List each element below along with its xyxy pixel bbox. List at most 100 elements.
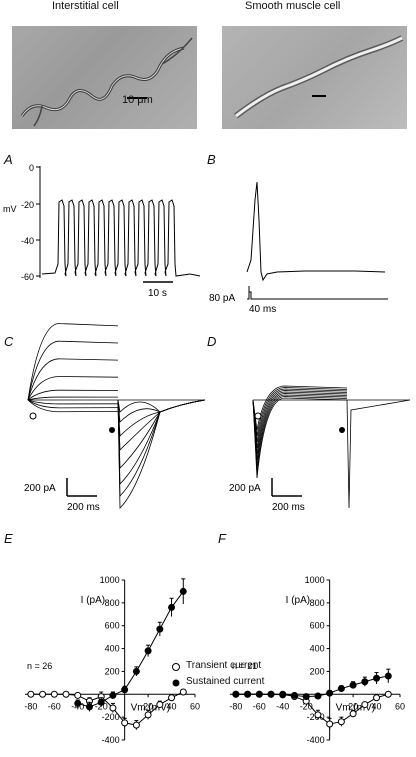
transient-point — [326, 720, 334, 728]
panel-label-f: F — [218, 531, 226, 546]
tail-current-trace — [117, 399, 205, 497]
current-trace — [252, 397, 348, 479]
series-line — [77, 591, 184, 708]
panel-label-d: D — [207, 334, 217, 349]
transient-point — [384, 690, 392, 698]
sustained-marker-filled-2 — [339, 427, 345, 433]
stimulus-trace — [247, 291, 388, 300]
y-tick-label: 800 — [310, 598, 325, 608]
x-tick-label: 60 — [395, 701, 405, 711]
transient-point — [168, 694, 176, 702]
x-tick-label: -80 — [24, 701, 37, 711]
tail-current-trace — [117, 399, 205, 469]
legend-open-circle — [172, 663, 180, 671]
action-potential-trace — [246, 181, 386, 282]
panel-a-ytick-0: 0 — [29, 163, 34, 173]
sustained-point — [97, 698, 105, 706]
x-tick-label: 60 — [190, 701, 200, 711]
current-trace — [252, 394, 348, 467]
transient-point — [39, 690, 47, 698]
membrane-potential-trace — [41, 199, 201, 277]
y-tick-label: 800 — [105, 598, 120, 608]
sustained-point — [144, 647, 152, 655]
y-tick-label: 1000 — [100, 575, 120, 585]
tail-current-trace — [117, 399, 205, 451]
sustained-point — [326, 689, 334, 697]
tail-current-trace — [117, 399, 205, 437]
panel-a-ytick-1: -20 — [21, 200, 34, 210]
panel-d-traces: 200 pA 200 ms — [229, 385, 410, 513]
x-tick-label: 20 — [348, 701, 358, 711]
sustained-point — [361, 678, 369, 686]
transient-point — [156, 701, 164, 709]
panel-c-time-scale: 200 ms — [67, 502, 100, 513]
sustained-point — [255, 690, 263, 698]
transient-marker-open — [29, 412, 37, 420]
y-tick-label: 400 — [105, 644, 120, 654]
transient-point — [349, 710, 357, 718]
current-trace — [252, 396, 348, 473]
scale-bar-label: 10 μm — [122, 94, 153, 106]
current-trace — [27, 389, 119, 401]
panel-d-time-scale: 200 ms — [272, 502, 305, 513]
sustained-point — [290, 691, 298, 699]
x-tick-label: -60 — [48, 701, 61, 711]
current-trace — [252, 391, 348, 455]
smooth-muscle-image — [234, 35, 404, 119]
tail-current-trace — [346, 399, 410, 509]
transient-point — [144, 711, 152, 719]
sustained-point — [314, 692, 322, 700]
transient-point — [132, 721, 140, 729]
panel-label-e: E — [4, 531, 13, 546]
panel-e-iv-plot: -80-60-40-20204060-400-20020040060080010… — [24, 575, 200, 745]
sustained-point — [132, 667, 140, 675]
x-axis-label: Vm (mV) — [131, 702, 170, 713]
current-trace — [27, 340, 119, 401]
panel-b-time-scale: 40 ms — [249, 304, 276, 315]
transient-point — [361, 701, 369, 709]
current-trace — [252, 390, 348, 449]
y-tick-label: 200 — [310, 666, 325, 676]
sustained-point — [373, 674, 381, 682]
sustained-point — [156, 625, 164, 633]
panel-label-a: A — [4, 152, 13, 167]
sustained-point — [349, 681, 357, 689]
n-label: n = 26 — [27, 661, 52, 671]
panel-label-b: B — [207, 152, 216, 167]
current-trace — [27, 323, 119, 401]
y-tick-label: 600 — [105, 621, 120, 631]
current-trace — [27, 358, 119, 401]
current-trace — [27, 399, 119, 413]
panel-a-ytick-3: -60 — [21, 272, 34, 282]
y-tick-label: -200 — [102, 712, 120, 722]
sustained-point — [179, 587, 187, 595]
sustained-point — [384, 672, 392, 680]
x-tick-label: 20 — [143, 701, 153, 711]
panel-f-iv-plot: -80-60-40-20204060-400-20020040060080010… — [229, 575, 405, 745]
y-axis-label: I (pA) — [286, 595, 310, 606]
legend-sustained: Sustained current — [186, 676, 265, 687]
legend-markers — [172, 663, 180, 687]
tail-current-trace — [117, 399, 205, 413]
current-trace — [27, 399, 119, 409]
y-axis-label: I (pA) — [81, 595, 105, 606]
transient-point — [109, 704, 117, 712]
x-tick-label: 40 — [167, 701, 177, 711]
panel-b-current-scale: 80 pA — [209, 293, 235, 304]
current-trace — [252, 393, 348, 461]
transient-point — [179, 688, 187, 696]
transient-marker-open-2 — [254, 412, 262, 420]
interstitial-cell-micrograph: 10 μm — [12, 26, 197, 129]
y-tick-label: 600 — [310, 621, 325, 631]
sustained-point — [74, 699, 82, 707]
panel-label-c: C — [4, 334, 14, 349]
legend-transient: Transient current — [186, 660, 262, 671]
smooth-muscle-micrograph — [222, 26, 407, 129]
interstitial-cell-image — [20, 37, 193, 127]
sustained-point — [109, 691, 117, 699]
panel-b-trace: 80 pA 40 ms — [209, 181, 388, 315]
sustained-point — [337, 685, 345, 693]
sustained-point — [267, 690, 275, 698]
y-tick-label: 200 — [105, 666, 120, 676]
panel-a-ytick-2: -40 — [21, 236, 34, 246]
